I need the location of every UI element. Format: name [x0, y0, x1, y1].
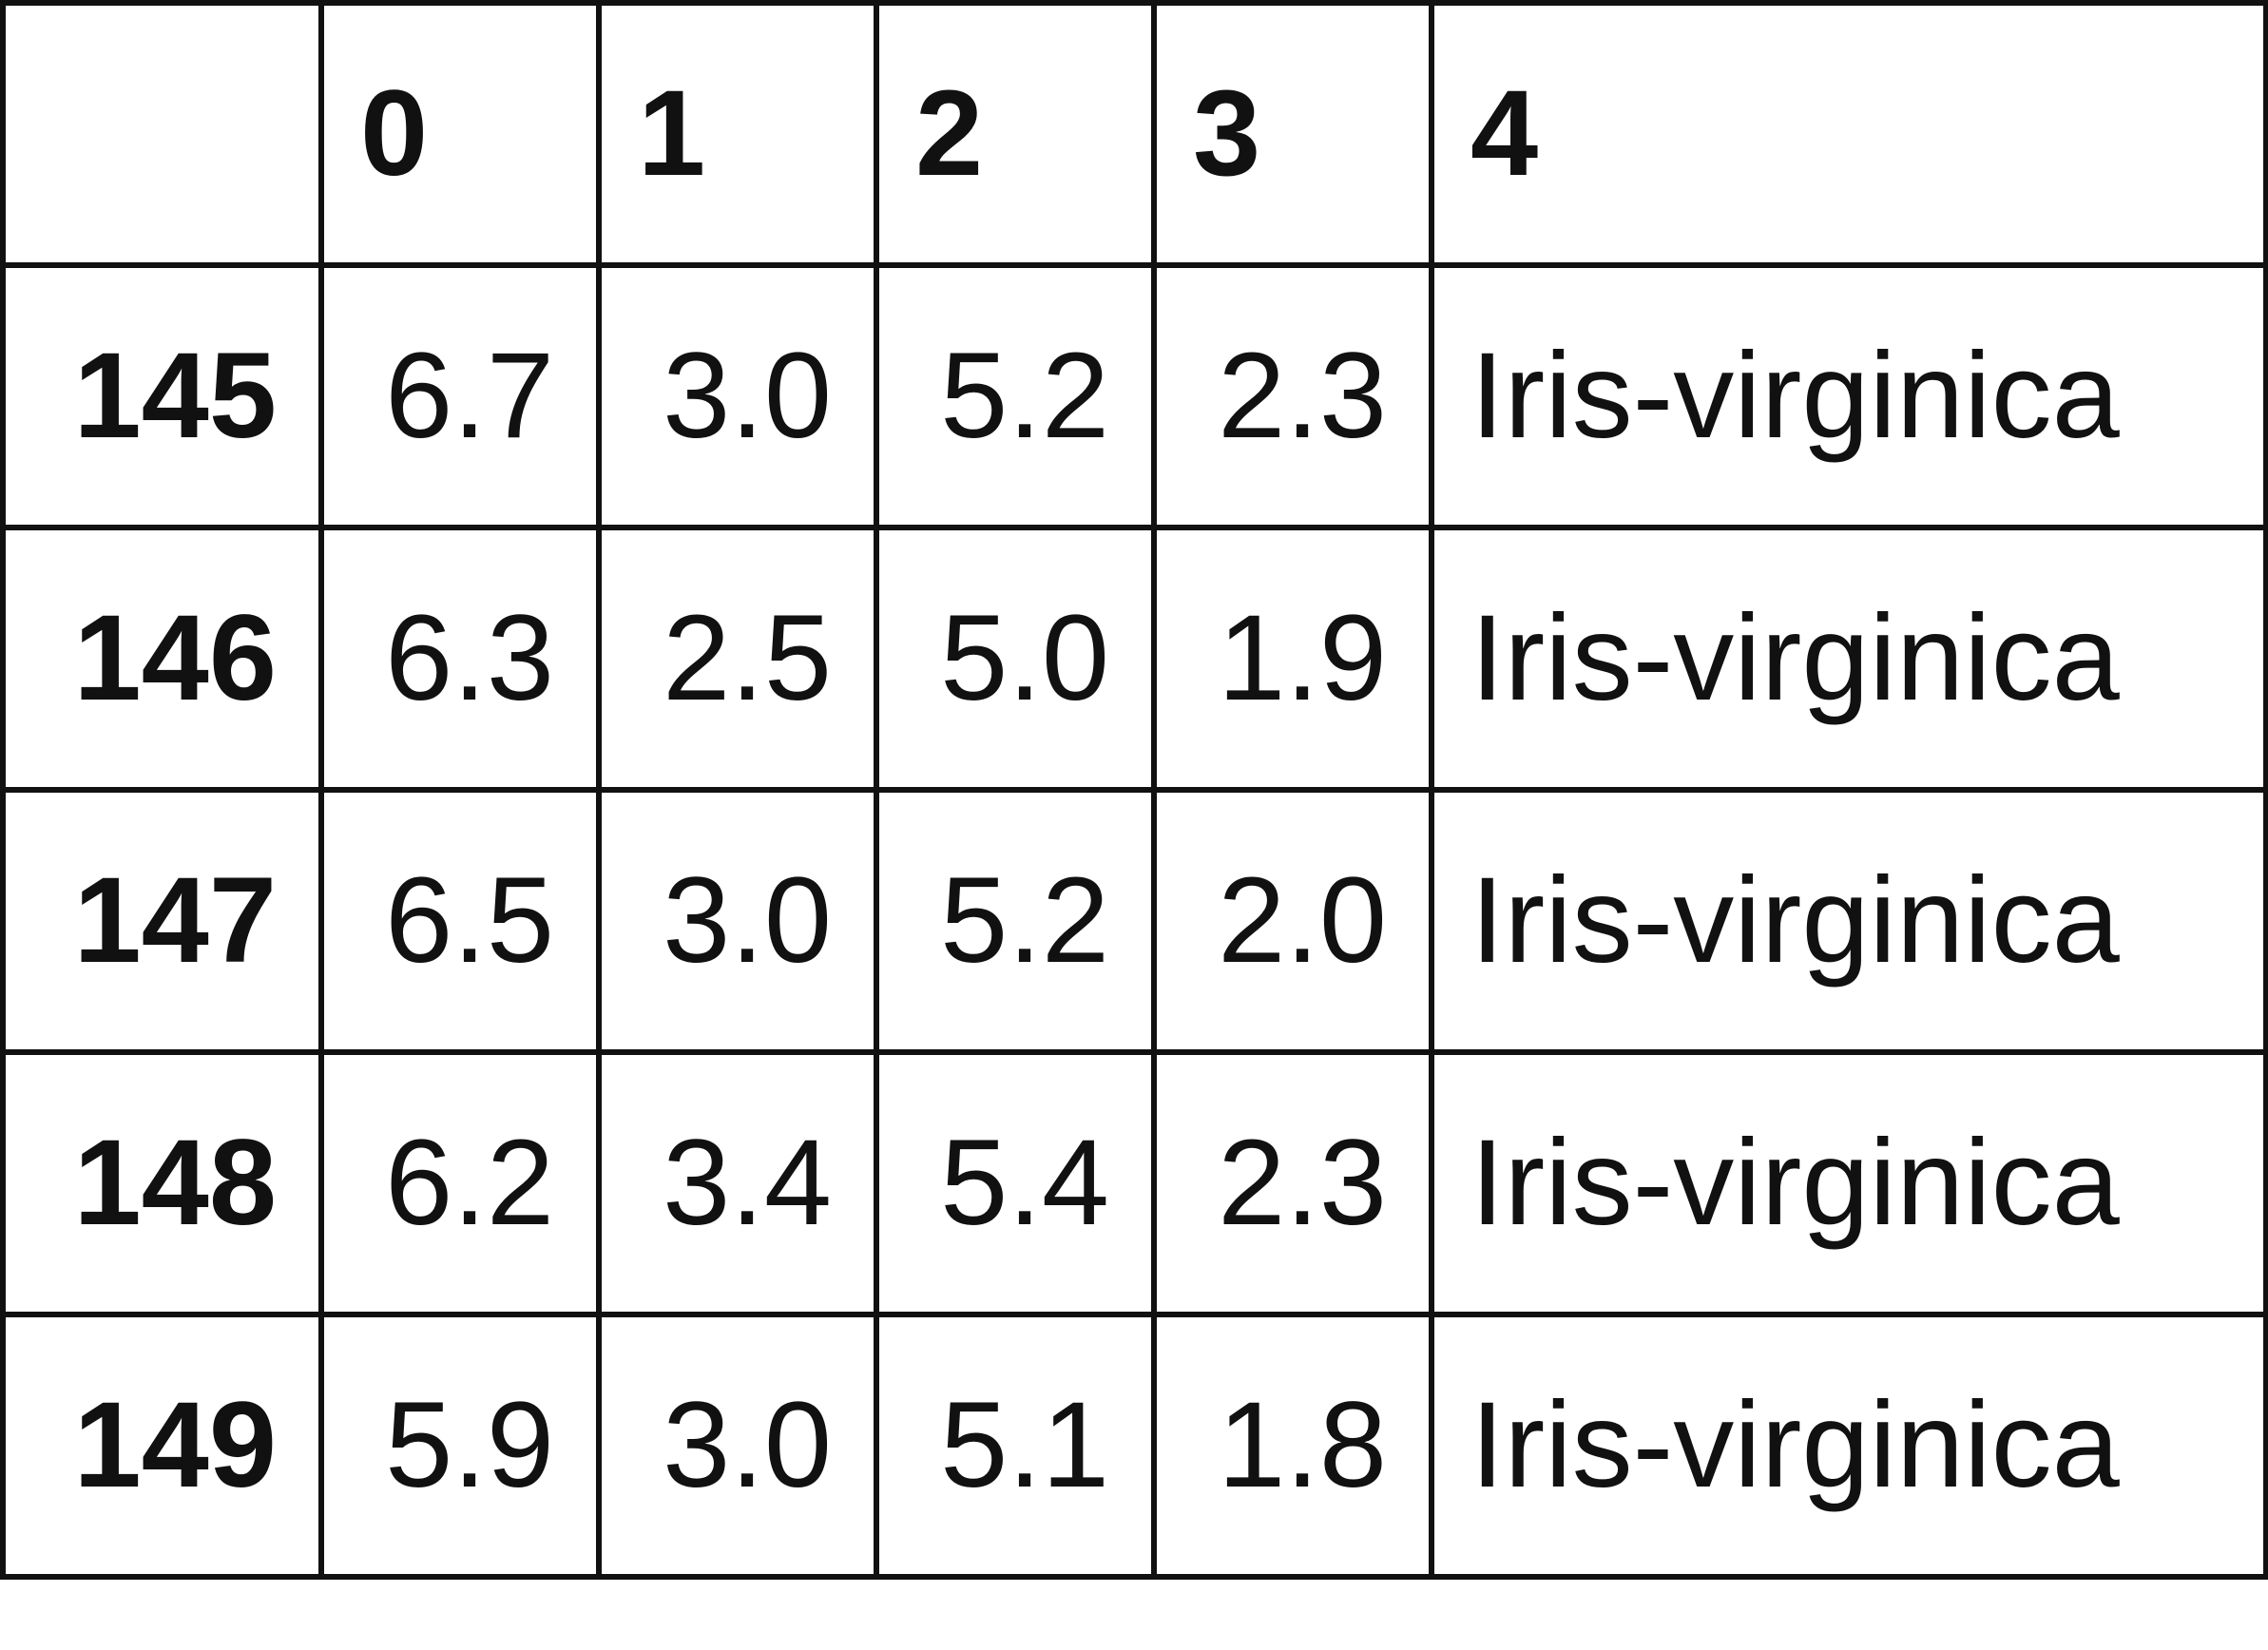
- column-header-0: 0: [318, 0, 602, 268]
- table-row: 146 6.3 2.5 5.0 1.9 Iris-virginica: [0, 525, 2268, 793]
- table-cell: 2.0: [1151, 787, 1434, 1055]
- table-cell-species: Iris-virginica: [1429, 1049, 2268, 1317]
- row-index-cell: 147: [0, 787, 324, 1055]
- table-cell: 3.0: [596, 262, 879, 530]
- table-cell: 1.9: [1151, 525, 1434, 793]
- table-cell: 3.4: [596, 1049, 879, 1317]
- header-row: 0 1 2 3 4: [0, 0, 2268, 268]
- table-body: 145 6.7 3.0 5.2 2.3 Iris-virginica 146 6…: [0, 262, 2268, 1580]
- table-cell: 6.3: [318, 525, 602, 793]
- row-index-cell: 148: [0, 1049, 324, 1317]
- table-cell: 3.0: [596, 787, 879, 1055]
- table-row: 149 5.9 3.0 5.1 1.8 Iris-virginica: [0, 1312, 2268, 1580]
- table-cell: 6.7: [318, 262, 602, 530]
- table-cell: 1.8: [1151, 1312, 1434, 1580]
- table-row: 147 6.5 3.0 5.2 2.0 Iris-virginica: [0, 787, 2268, 1055]
- table-cell: 5.1: [874, 1312, 1157, 1580]
- table-row: 145 6.7 3.0 5.2 2.3 Iris-virginica: [0, 262, 2268, 530]
- table-cell-species: Iris-virginica: [1429, 525, 2268, 793]
- table-cell: 5.4: [874, 1049, 1157, 1317]
- table-cell: 6.2: [318, 1049, 602, 1317]
- table-cell: 2.3: [1151, 262, 1434, 530]
- table-cell: 5.2: [874, 787, 1157, 1055]
- table-cell: 6.5: [318, 787, 602, 1055]
- table-cell-species: Iris-virginica: [1429, 787, 2268, 1055]
- column-header-3: 3: [1151, 0, 1434, 268]
- table-cell: 5.2: [874, 262, 1157, 530]
- column-header-4: 4: [1429, 0, 2268, 268]
- table-cell: 5.9: [318, 1312, 602, 1580]
- column-header-1: 1: [596, 0, 879, 268]
- table-cell-species: Iris-virginica: [1429, 1312, 2268, 1580]
- table-cell-species: Iris-virginica: [1429, 262, 2268, 530]
- header-corner-cell: [0, 0, 324, 268]
- table-row: 148 6.2 3.4 5.4 2.3 Iris-virginica: [0, 1049, 2268, 1317]
- row-index-cell: 149: [0, 1312, 324, 1580]
- dataframe-table-container: 0 1 2 3 4 145 6.7 3.0 5.2 2.3 Iris-virgi…: [0, 0, 2268, 1580]
- column-header-2: 2: [874, 0, 1157, 268]
- table-cell: 2.3: [1151, 1049, 1434, 1317]
- table-header: 0 1 2 3 4: [0, 0, 2268, 268]
- row-index-cell: 146: [0, 525, 324, 793]
- table-cell: 3.0: [596, 1312, 879, 1580]
- dataframe-table: 0 1 2 3 4 145 6.7 3.0 5.2 2.3 Iris-virgi…: [0, 0, 2268, 1580]
- row-index-cell: 145: [0, 262, 324, 530]
- table-cell: 2.5: [596, 525, 879, 793]
- table-cell: 5.0: [874, 525, 1157, 793]
